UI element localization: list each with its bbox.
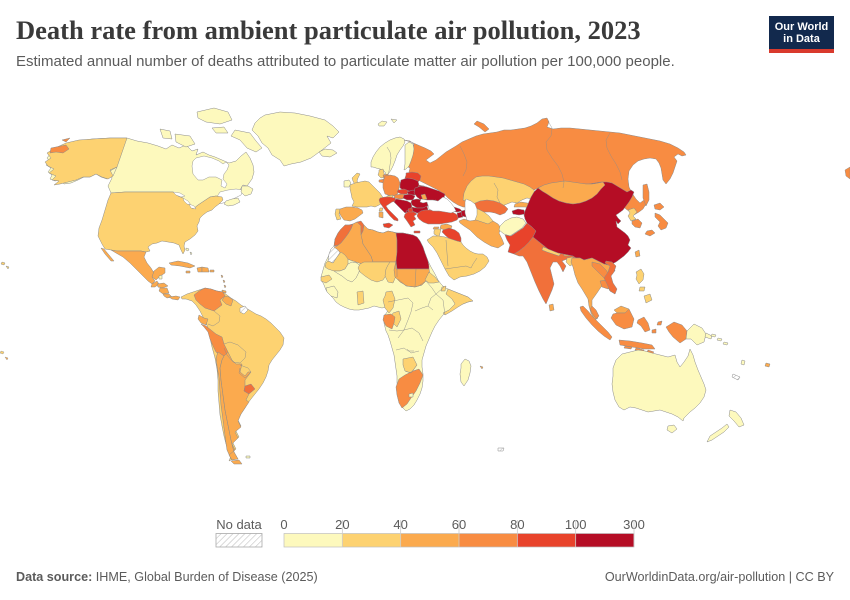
svg-text:0: 0 xyxy=(280,517,287,532)
svg-text:No data: No data xyxy=(216,517,262,532)
